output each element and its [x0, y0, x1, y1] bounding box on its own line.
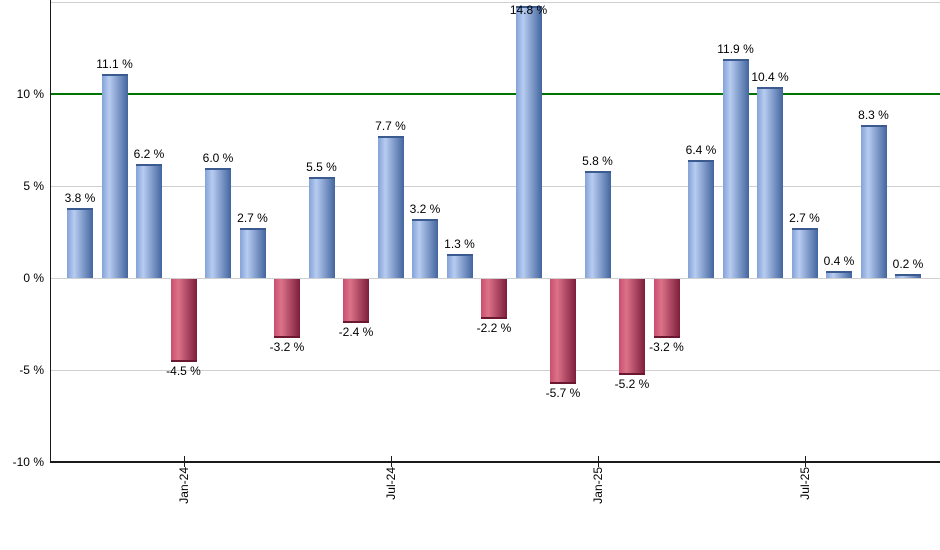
bar-positive — [239, 228, 266, 278]
bar-positive — [446, 254, 473, 278]
y-axis-tick-label: -10 % — [12, 455, 44, 469]
bar-positive — [308, 177, 335, 278]
x-axis-tick-label: Jan-24 — [176, 467, 191, 504]
bar-value-label: 6.0 % — [202, 151, 234, 165]
bar-value-label: -3.2 % — [269, 340, 305, 354]
bar-value-label: 7.7 % — [375, 119, 406, 133]
x-axis-tick-label: Jan-25 — [590, 467, 605, 504]
bar-positive — [791, 228, 818, 278]
bar-value-label: 3.2 % — [409, 202, 441, 216]
bar-negative — [481, 279, 507, 319]
bar-positive — [412, 219, 438, 278]
bar-value-label: -5.2 % — [614, 377, 650, 391]
bar-value-label: 0.2 % — [892, 257, 924, 271]
bar-positive — [584, 171, 611, 278]
bar-positive — [860, 125, 887, 278]
bar-negative — [619, 279, 645, 375]
x-axis-tick — [183, 456, 185, 467]
bar-value-label: 2.7 % — [789, 211, 820, 225]
bar-value-label: -2.4 % — [338, 325, 374, 339]
bar-value-label: 2.7 % — [237, 211, 268, 225]
bar-negative — [343, 279, 369, 323]
bar-value-label: -2.2 % — [476, 321, 512, 335]
bar-positive — [688, 160, 714, 278]
bar-negative — [550, 279, 576, 384]
bar-value-label: 14.8 % — [509, 3, 548, 17]
bar-value-label: -4.5 % — [166, 364, 201, 378]
bar-positive — [826, 271, 852, 278]
bar-negative — [274, 279, 300, 338]
y-axis-tick-label: 10 % — [16, 87, 44, 101]
gridline — [50, 186, 940, 187]
y-axis-tick-label: 5 % — [23, 179, 44, 193]
bar-positive — [515, 6, 542, 278]
bar-positive — [377, 136, 404, 278]
x-axis-tick — [390, 456, 392, 467]
x-axis-tick — [804, 456, 806, 467]
gridline — [50, 278, 940, 279]
bar-value-label: 5.8 % — [582, 154, 613, 168]
y-axis-line — [50, 0, 51, 463]
gridline — [50, 2, 940, 3]
bar-positive — [722, 59, 749, 278]
bar-value-label: 0.4 % — [823, 254, 855, 268]
x-axis-tick — [597, 456, 599, 467]
bar-positive — [136, 164, 162, 278]
bar-positive — [67, 208, 93, 278]
bar-value-label: -5.7 % — [545, 386, 581, 400]
bar-value-label: 3.8 % — [64, 191, 96, 205]
bar-positive — [101, 74, 128, 278]
gridline — [50, 370, 940, 371]
bar-value-label: 10.4 % — [751, 70, 789, 84]
x-axis-tick-label: Jul-24 — [383, 467, 398, 500]
reference-line-10pct — [50, 93, 940, 95]
bar-value-label: -3.2 % — [649, 340, 684, 354]
y-axis-tick-label: 0 % — [23, 271, 44, 285]
x-axis-line — [50, 461, 940, 463]
x-axis-tick-label: Jul-25 — [797, 467, 812, 500]
bar-value-label: 11.1 % — [96, 57, 133, 71]
bar-value-label: 6.2 % — [133, 147, 165, 161]
bar-value-label: 6.4 % — [685, 143, 717, 157]
bar-positive — [757, 87, 783, 278]
bar-value-label: 8.3 % — [858, 108, 889, 122]
bar-negative — [170, 279, 197, 362]
bar-positive — [895, 274, 921, 278]
bar-value-label: 11.9 % — [717, 42, 754, 56]
bar-value-label: 5.5 % — [306, 160, 337, 174]
bar-value-label: 1.3 % — [444, 237, 475, 251]
bar-negative — [653, 279, 680, 338]
y-axis-tick-label: -5 % — [19, 363, 44, 377]
bar-positive — [205, 168, 231, 278]
